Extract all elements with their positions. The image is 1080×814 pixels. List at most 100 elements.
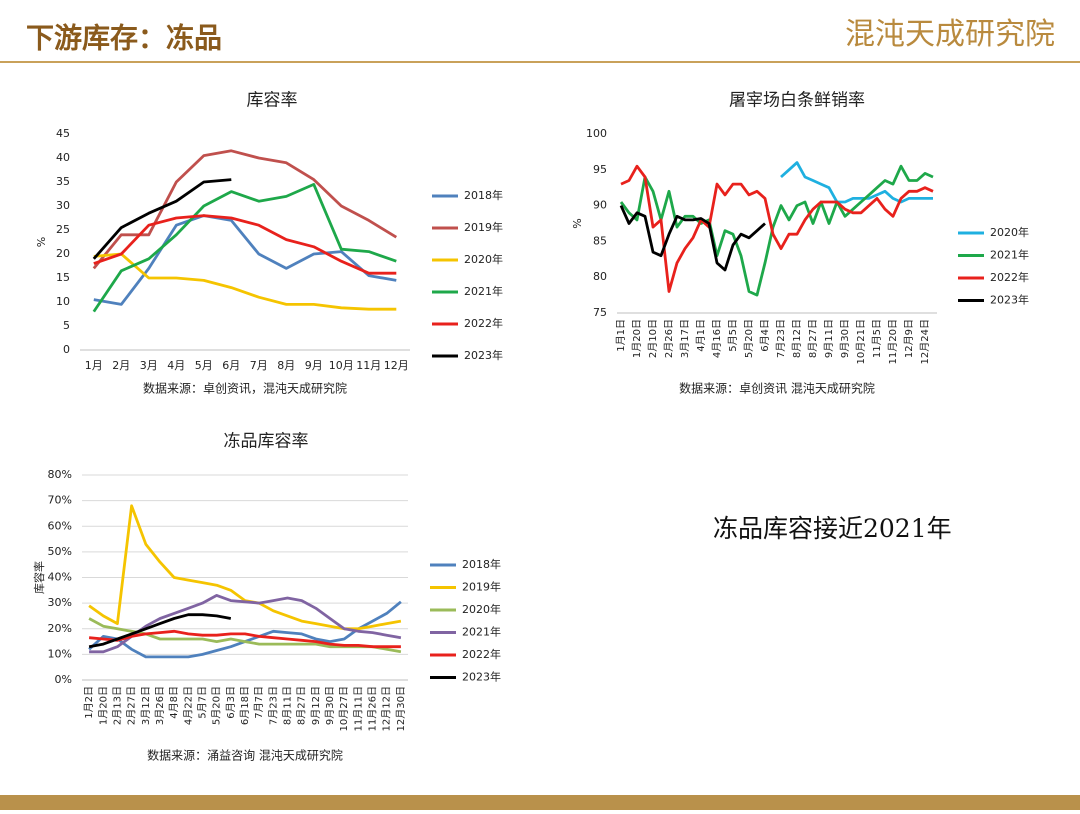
x-tick-label: 1月2日: [83, 686, 95, 719]
x-tick-label: 12月24日: [919, 319, 931, 364]
x-tick-label: 7月: [250, 359, 268, 372]
x-tick-label: 1月: [85, 359, 103, 372]
x-tick-label: 12月12日: [381, 686, 393, 731]
series-line: [93, 252, 397, 311]
x-tick-label: 2月26日: [663, 319, 675, 358]
y-tick-label: 95: [593, 163, 607, 176]
legend-label: 2020年: [990, 225, 1029, 239]
x-tick-label: 8月12日: [791, 319, 803, 358]
chart-title: 库容率: [247, 91, 298, 111]
x-tick-label: 9月12日: [310, 686, 322, 725]
series-line: [88, 629, 401, 649]
series-line: [620, 164, 934, 293]
y-tick-label: 90: [593, 199, 607, 212]
x-tick-label: 8月: [277, 359, 295, 372]
x-tick-label: 4月16日: [711, 319, 723, 358]
x-tick-label: 9月: [305, 359, 323, 372]
x-tick-label: 6月18日: [239, 686, 251, 725]
x-tick-label: 4月1日: [695, 319, 707, 352]
x-tick-label: 3月26日: [154, 686, 166, 725]
legend-label: 2021年: [462, 625, 501, 639]
y-tick-label: 20%: [48, 622, 72, 635]
legend-label: 2023年: [462, 670, 501, 684]
y-tick-label: 10: [56, 295, 70, 308]
chart-title: 冻品库容率: [224, 432, 309, 452]
y-tick-label: 10%: [48, 647, 72, 660]
source: 数据来源：涌益咨询 混沌天成研究院: [147, 748, 343, 763]
x-tick-label: 6月3日: [225, 686, 237, 719]
legend-label: 2019年: [464, 220, 503, 234]
x-tick-label: 4月: [167, 359, 185, 372]
x-tick-label: 2月10日: [647, 319, 659, 358]
note-box: 冻品库容接近2021年: [713, 514, 952, 543]
legend-label: 2021年: [990, 248, 1029, 262]
source: 数据来源：卓创资讯，混沌天成研究院: [143, 381, 347, 396]
x-tick-label: 7月23日: [775, 319, 787, 358]
x-tick-label: 2月13日: [111, 686, 123, 725]
x-tick-label: 3月: [140, 359, 158, 372]
y-tick-label: 40%: [48, 571, 72, 584]
x-tick-label: 1月20日: [631, 319, 643, 358]
x-tick-label: 9月30日: [839, 319, 851, 358]
x-tick-label: 8月27日: [807, 319, 819, 358]
y-tick-label: 50%: [48, 545, 72, 558]
y-tick-label: 70%: [48, 494, 72, 507]
x-tick-label: 3月12日: [140, 686, 152, 725]
x-tick-label: 6月: [222, 359, 240, 372]
series-line: [619, 164, 934, 297]
x-tick-label: 7月23日: [267, 686, 279, 725]
x-tick-label: 9月11日: [823, 319, 835, 358]
y-tick-label: 0: [63, 343, 70, 356]
series-line: [88, 504, 402, 631]
y-tick-label: 15: [56, 271, 70, 284]
legend-label: 2018年: [462, 557, 501, 571]
logo: 混沌天成研究院: [845, 17, 1055, 52]
x-tick-label: 10月21日: [855, 319, 867, 364]
series-line: [780, 161, 933, 204]
x-tick-label: 12月: [384, 359, 409, 372]
x-tick-label: 6月4日: [759, 319, 771, 352]
y-tick-label: 75: [593, 306, 607, 319]
x-tick-label: 5月7日: [196, 686, 208, 719]
x-tick-label: 7月7日: [253, 686, 265, 719]
series-line: [92, 178, 232, 260]
series-line: [88, 613, 232, 649]
y-tick-label: 45: [56, 127, 70, 140]
series-line: [619, 205, 766, 272]
y-tick-label: 80: [593, 270, 607, 283]
legend-label: 2020年: [462, 602, 501, 616]
x-tick-label: 3月17日: [679, 319, 691, 358]
x-tick-label: 11月11日: [352, 686, 364, 731]
source: 数据来源：卓创资讯 混沌天成研究院: [679, 381, 875, 396]
x-tick-label: 12月9日: [903, 319, 915, 358]
legend-label: 2022年: [990, 270, 1029, 284]
series-line: [92, 149, 398, 270]
y-axis-label: %: [35, 237, 48, 247]
legend-label: 2022年: [464, 316, 503, 330]
chart-title: 屠宰场白条鲜销率: [729, 91, 865, 111]
x-tick-label: 12月30日: [395, 686, 407, 731]
y-tick-label: 100: [586, 127, 607, 140]
y-tick-label: 85: [593, 234, 607, 247]
y-axis-label: 库容率: [32, 561, 46, 594]
y-tick-label: 30: [56, 199, 70, 212]
note: 冻品库容接近2021年: [713, 514, 952, 543]
legend-label: 2021年: [464, 284, 503, 298]
x-tick-label: 5月20日: [211, 686, 223, 725]
x-tick-label: 10月: [329, 359, 354, 372]
y-tick-label: 25: [56, 223, 70, 236]
x-tick-label: 1月20日: [97, 686, 109, 725]
series-line: [93, 214, 397, 275]
x-tick-label: 10月27日: [338, 686, 350, 731]
x-tick-label: 9月30日: [324, 686, 336, 725]
x-tick-label: 5月: [195, 359, 213, 372]
x-tick-label: 4月22日: [182, 686, 194, 725]
x-tick-label: 5月20日: [743, 319, 755, 358]
y-tick-label: 20: [56, 247, 70, 260]
y-tick-label: 80%: [48, 468, 72, 481]
slide-title: 下游库存：冻品: [26, 22, 222, 55]
x-tick-label: 2月27日: [126, 686, 138, 725]
legend-label: 2023年: [990, 293, 1029, 307]
y-tick-label: 0%: [55, 673, 72, 686]
